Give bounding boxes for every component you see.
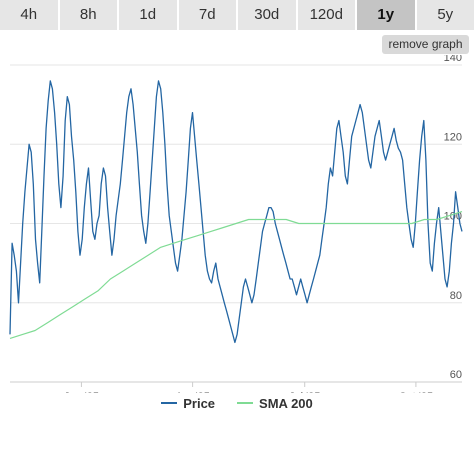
tab-7d[interactable]: 7d <box>178 0 238 30</box>
series-line-sma-200 <box>9 211 463 339</box>
tab-5y[interactable]: 5y <box>416 0 474 30</box>
chart-legend: Price SMA 200 <box>0 393 474 413</box>
x-tick-label: Apr '25 <box>175 391 210 393</box>
remove-graph-button[interactable]: remove graph <box>382 35 469 54</box>
y-tick-label: 60 <box>450 369 462 381</box>
x-tick-label: Oct '25 <box>399 391 434 393</box>
tab-1d[interactable]: 1d <box>119 0 179 30</box>
legend-sma-label: SMA 200 <box>259 395 313 411</box>
y-tick-label: 80 <box>450 290 462 302</box>
sma-swatch-icon <box>237 402 254 404</box>
legend-item-sma[interactable]: SMA 200 <box>237 396 313 411</box>
y-tick-label: 120 <box>444 131 462 143</box>
y-tick-label: 140 <box>444 55 462 64</box>
price-swatch-icon <box>161 402 178 404</box>
legend-item-price[interactable]: Price <box>161 396 215 411</box>
tab-1y[interactable]: 1y <box>357 0 417 30</box>
timeframe-tabs: 4h 8h 1d 7d 30d 120d 1y 5y <box>0 0 474 31</box>
price-chart: 6080100120140Jan '25Apr '25Jul '25Oct '2… <box>9 55 463 393</box>
tab-4h[interactable]: 4h <box>0 0 60 30</box>
series-line-price <box>9 80 463 344</box>
x-tick-label: Jan '25 <box>64 391 99 393</box>
legend-price-label: Price <box>183 395 216 411</box>
x-tick-label: Jul '25 <box>289 391 320 393</box>
tab-120d[interactable]: 120d <box>297 0 357 30</box>
tab-30d[interactable]: 30d <box>238 0 298 30</box>
tab-8h[interactable]: 8h <box>59 0 119 30</box>
